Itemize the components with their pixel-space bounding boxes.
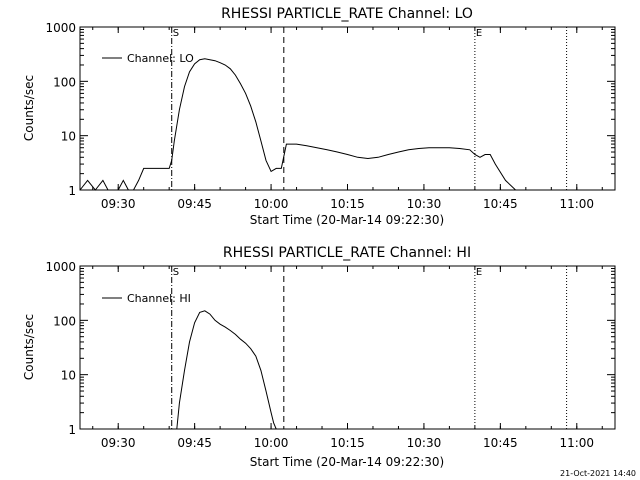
legend-hi: Channel: HI bbox=[102, 292, 191, 305]
series-line-hi bbox=[176, 310, 277, 430]
x-axis-label-hi: Start Time (20-Mar-14 09:22:30) bbox=[250, 455, 444, 469]
x-tick-labels-hi: 09:30 09:45 10:00 10:15 10:30 10:45 11:00 bbox=[92, 266, 603, 450]
y-tick-labels-lo: 1 10 100 1000 bbox=[45, 21, 615, 198]
x-tick-label-lo: 09:45 bbox=[177, 197, 212, 211]
x-tick-label-lo: 11:00 bbox=[559, 197, 594, 211]
x-tick-label-lo: 10:15 bbox=[330, 197, 365, 211]
x-tick-label-lo: 10:00 bbox=[254, 197, 289, 211]
chart-title-hi: RHESSI PARTICLE_RATE Channel: HI bbox=[223, 245, 471, 261]
lo-channel-panel: RHESSI PARTICLE_RATE Channel: LO Counts/… bbox=[22, 6, 616, 227]
legend-label-hi: Channel: HI bbox=[127, 292, 191, 305]
plot-frame-hi bbox=[79, 265, 616, 430]
y-tick-label-hi: 10 bbox=[61, 369, 76, 383]
x-tick-label-hi: 11:00 bbox=[559, 436, 594, 450]
marker-label-lo: S bbox=[173, 28, 179, 39]
x-tick-label-lo: 10:30 bbox=[407, 197, 442, 211]
x-tick-labels-lo: 09:30 09:45 10:00 10:15 10:30 10:45 11:00 bbox=[92, 27, 603, 211]
x-tick-label-hi: 10:45 bbox=[483, 436, 518, 450]
y-tick-label-hi: 1 bbox=[68, 423, 76, 437]
series-group-hi bbox=[176, 310, 277, 430]
y-axis-label-hi: Counts/sec bbox=[22, 314, 36, 380]
y-tick-label-lo: 1000 bbox=[45, 21, 76, 35]
y-tick-label-hi: 100 bbox=[53, 314, 76, 328]
x-tick-label-lo: 10:45 bbox=[483, 197, 518, 211]
y-tick-label-lo: 100 bbox=[53, 75, 76, 89]
y-axis-label-lo: Counts/sec bbox=[22, 75, 36, 141]
hi-channel-panel: RHESSI PARTICLE_RATE Channel: HI Counts/… bbox=[22, 245, 616, 469]
marker-label-hi: S bbox=[173, 267, 179, 278]
chart-title-lo: RHESSI PARTICLE_RATE Channel: LO bbox=[221, 6, 473, 22]
marker-label-hi: E bbox=[476, 267, 482, 278]
y-tick-labels-hi: 1 10 100 1000 bbox=[45, 260, 615, 437]
x-tick-label-hi: 10:00 bbox=[254, 436, 289, 450]
y-tick-label-lo: 1 bbox=[68, 184, 76, 198]
x-tick-label-lo: 09:30 bbox=[101, 197, 136, 211]
series-group-lo bbox=[79, 58, 567, 191]
y-tick-label-lo: 10 bbox=[61, 130, 76, 144]
marker-label-lo: E bbox=[476, 28, 482, 39]
x-tick-label-hi: 10:15 bbox=[330, 436, 365, 450]
x-tick-label-hi: 10:30 bbox=[407, 436, 442, 450]
y-tick-label-hi: 1000 bbox=[45, 260, 76, 274]
series-line-lo bbox=[79, 58, 567, 191]
footer-timestamp: 21-Oct-2021 14:40 bbox=[560, 469, 636, 478]
legend-label-lo: Channel: LO bbox=[127, 52, 194, 65]
x-axis-label-lo: Start Time (20-Mar-14 09:22:30) bbox=[250, 213, 444, 227]
legend-lo: Channel: LO bbox=[102, 52, 194, 65]
x-tick-label-hi: 09:45 bbox=[177, 436, 212, 450]
x-tick-label-hi: 09:30 bbox=[101, 436, 136, 450]
